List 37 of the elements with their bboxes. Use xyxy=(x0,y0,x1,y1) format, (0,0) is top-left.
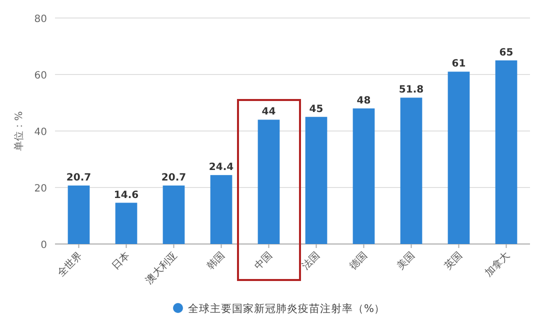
data-label: 48 xyxy=(356,95,371,106)
data-label: 14.6 xyxy=(114,190,139,201)
data-label: 61 xyxy=(452,58,466,70)
bar xyxy=(495,60,518,244)
bar xyxy=(448,72,470,244)
data-label: 20.7 xyxy=(161,172,186,184)
bar xyxy=(400,98,422,244)
x-tick-label: 日本 xyxy=(110,250,132,272)
y-tick-label: 60 xyxy=(34,70,47,82)
bar xyxy=(68,186,90,244)
legend-label: 全球主要国家新冠肺炎疫苗注射率（%） xyxy=(188,302,385,315)
data-label: 51.8 xyxy=(398,84,424,96)
x-tick-label: 德国 xyxy=(348,250,370,272)
x-tick-label: 全世界 xyxy=(55,250,85,280)
bar xyxy=(210,175,232,244)
y-tick-label: 20 xyxy=(34,184,47,194)
data-label: 20.7 xyxy=(66,172,92,184)
data-label: 24.4 xyxy=(208,162,234,174)
x-tick-label: 韩国 xyxy=(204,250,228,272)
x-tick-label: 美国 xyxy=(394,250,418,272)
y-tick-label: 80 xyxy=(34,14,47,25)
bar xyxy=(115,202,138,244)
data-label: 45 xyxy=(309,104,324,115)
bar xyxy=(305,116,328,244)
bar xyxy=(352,108,375,244)
y-tick-label: 0 xyxy=(40,240,47,251)
x-tick-label: 加拿大 xyxy=(482,250,512,280)
x-tick-label: 澳大利亚 xyxy=(143,250,180,286)
data-label: 65 xyxy=(499,47,514,58)
bar xyxy=(258,120,280,244)
bar xyxy=(162,186,185,244)
x-tick-label: 中国 xyxy=(252,250,275,272)
y-axis-title: 单位：% xyxy=(13,111,25,151)
x-tick-label: 法国 xyxy=(300,250,322,272)
data-label: 44 xyxy=(262,106,276,118)
y-tick-label: 40 xyxy=(34,127,47,138)
x-tick-label: 英国 xyxy=(442,250,465,272)
